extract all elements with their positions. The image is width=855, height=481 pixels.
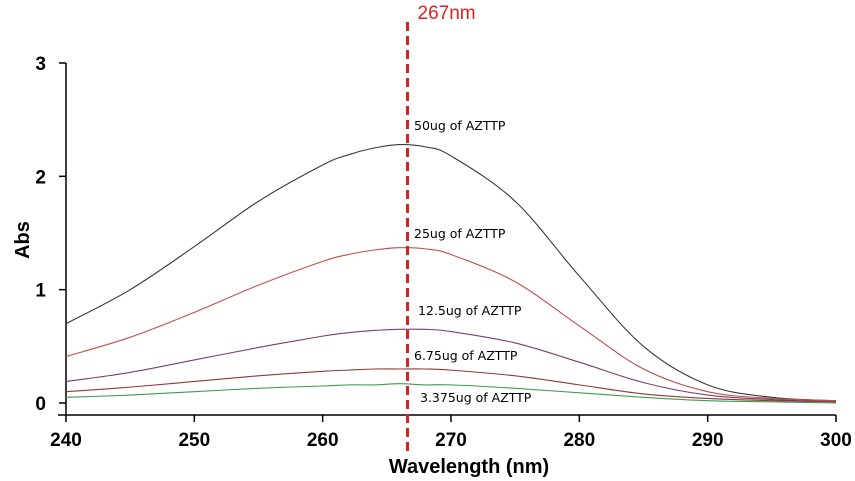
x-tick-label: 300 <box>820 430 852 451</box>
series-line-5 <box>65 383 837 404</box>
x-tick-label: 280 <box>563 430 595 451</box>
x-axis-title: Wavelength (nm) <box>389 456 549 478</box>
series-lines <box>65 144 837 404</box>
series-line-1 <box>65 144 837 402</box>
series-line-3 <box>65 328 837 403</box>
y-tick-label: 2 <box>35 167 46 188</box>
y-tick-label: 3 <box>35 54 46 75</box>
series-line-2 <box>65 247 837 402</box>
x-tick-label: 290 <box>692 430 724 451</box>
ticks: 240 250 260 270 280 290 300 0 1 2 3 <box>35 54 851 451</box>
x-tick-label: 260 <box>307 430 339 451</box>
peak-marker: 267nm <box>406 3 476 452</box>
y-tick-label: 0 <box>35 394 46 415</box>
series-label-3: 12.5ug of AZTTP <box>418 303 522 318</box>
x-tick-label: 250 <box>178 430 210 451</box>
series-label-1: 50ug of AZTTP <box>414 118 506 133</box>
series-line-4 <box>65 368 837 403</box>
series-label-2: 25ug of AZTTP <box>414 226 506 241</box>
x-tick-label: 240 <box>50 430 82 451</box>
y-tick-label: 1 <box>35 281 46 302</box>
series-labels: 50ug of AZTTP 25ug of AZTTP 12.5ug of AZTT… <box>414 118 532 405</box>
series-label-5: 3.375ug of AZTTP <box>420 390 532 405</box>
series-label-4: 6.75ug of AZTTP <box>414 348 518 363</box>
y-axis-title: Abs <box>12 221 34 259</box>
peak-marker-label: 267nm <box>418 3 476 24</box>
x-tick-label: 270 <box>435 430 467 451</box>
